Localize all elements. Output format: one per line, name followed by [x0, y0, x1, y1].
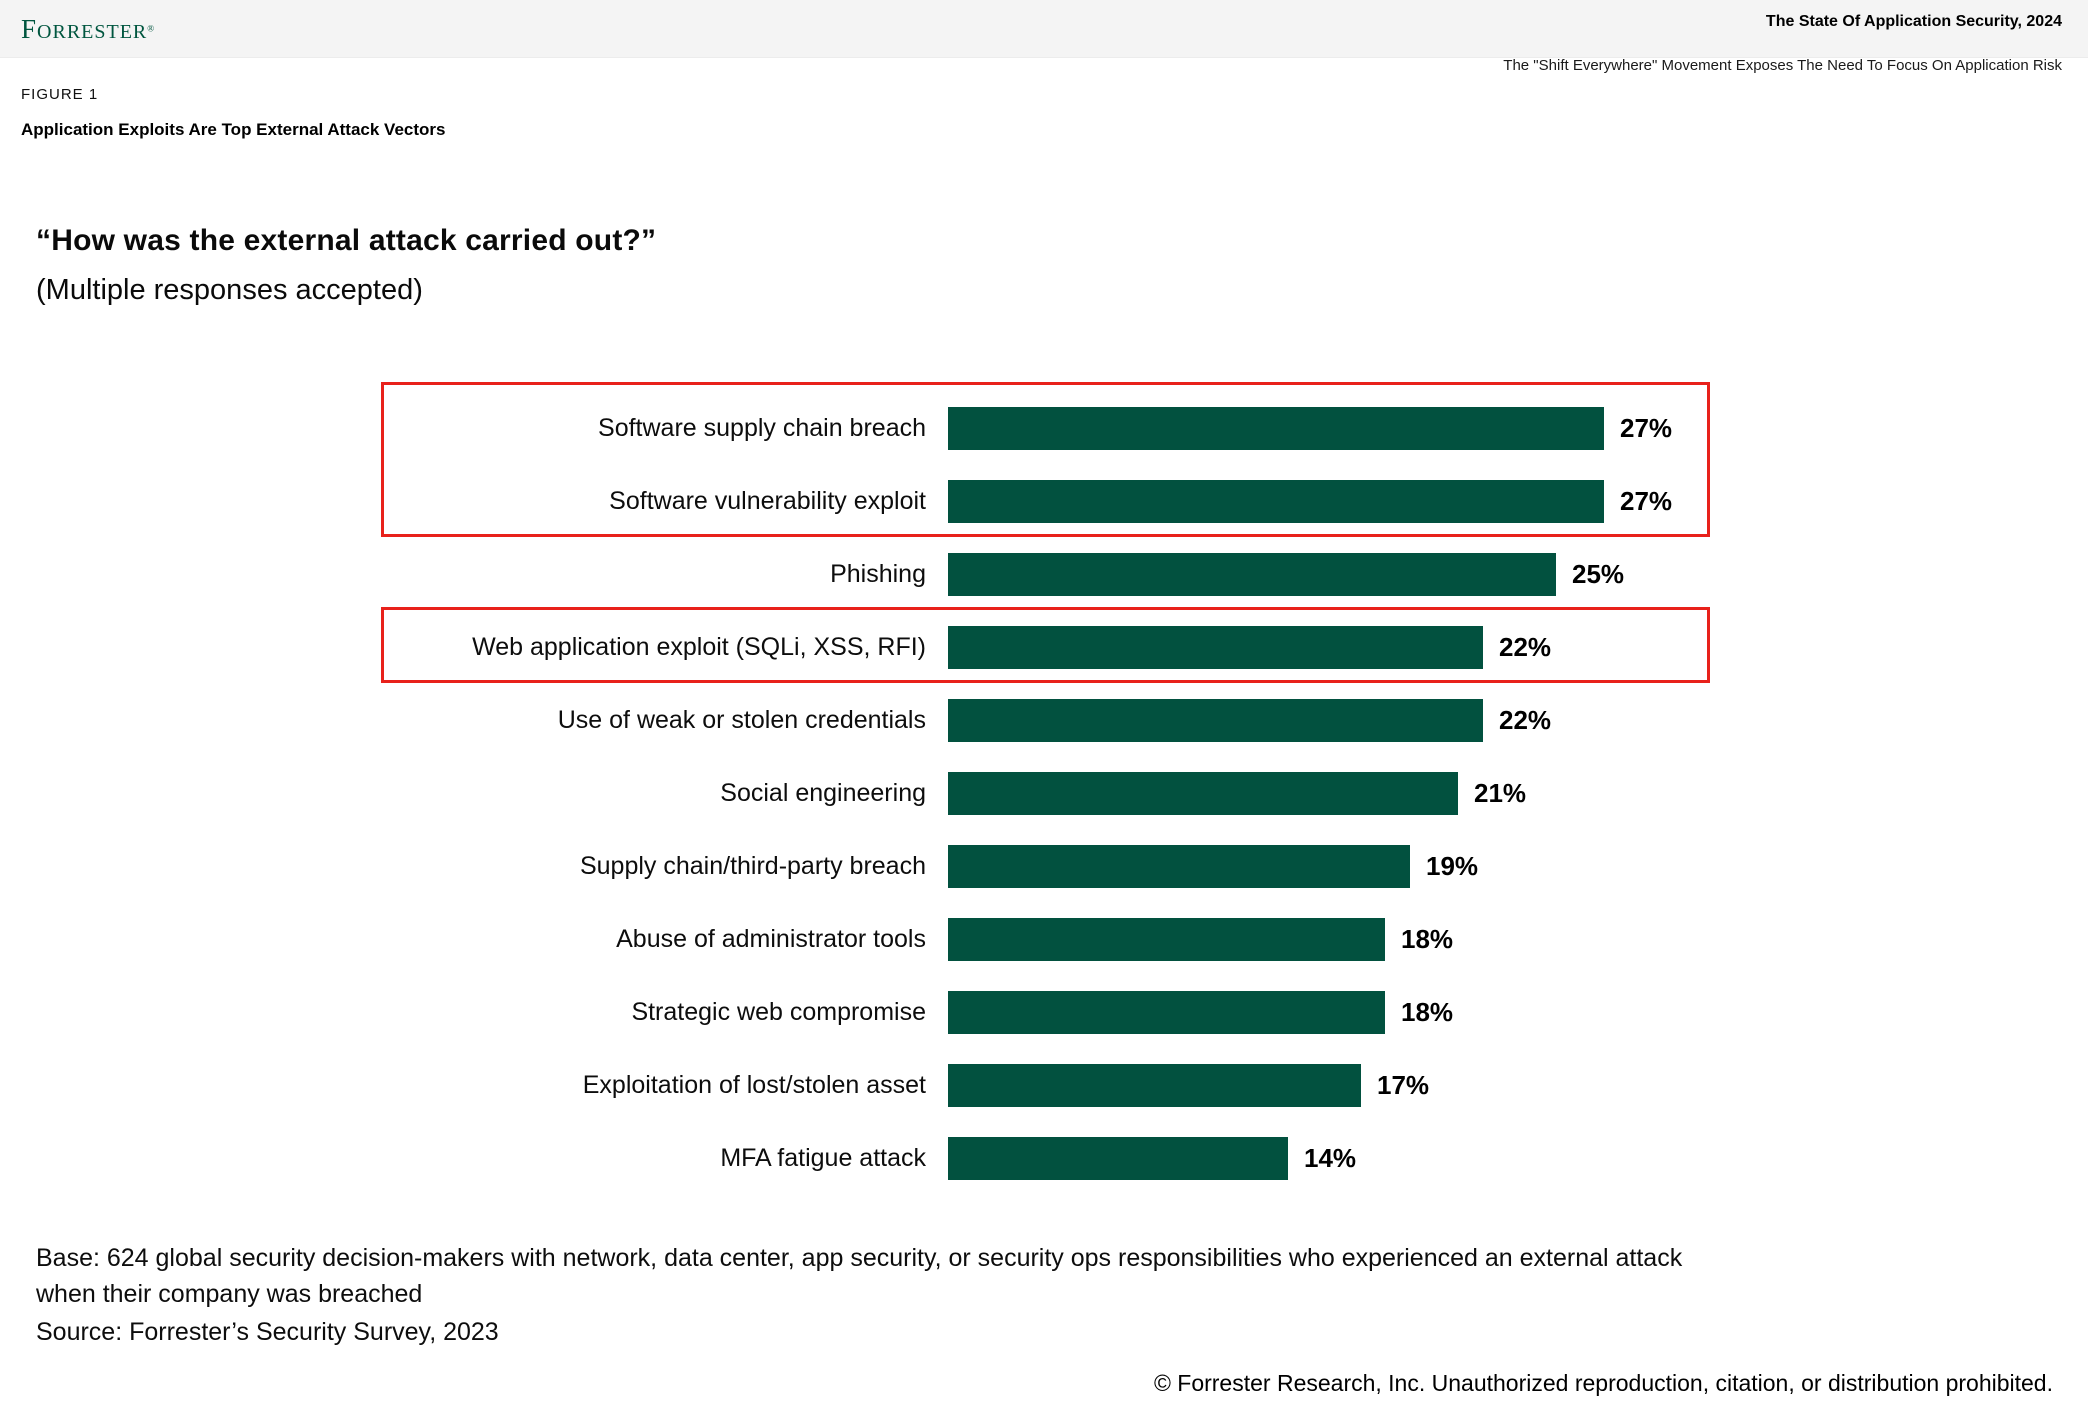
registered-mark: ® [147, 23, 156, 34]
value-label: 25% [1572, 559, 1625, 589]
category-label: MFA fatigue attack [720, 1144, 926, 1172]
bar-rows: Software supply chain breach 27% Software … [0, 392, 2088, 1195]
survey-question-note: (Multiple responses accepted) [36, 274, 423, 306]
survey-question: “How was the external attack carried out… [36, 224, 657, 257]
value-label: 22% [1499, 705, 1552, 735]
base-note-line2: when their company was breached [36, 1280, 423, 1308]
report-title: The State Of Application Security, 2024 [1765, 13, 2062, 30]
logo-text-rest: ORRESTER [37, 21, 148, 43]
bar [948, 407, 1604, 450]
bar [948, 480, 1604, 523]
bar [948, 1064, 1361, 1107]
report-subtitle: The "Shift Everywhere" Movement Exposes … [1503, 57, 2062, 74]
value-label: 22% [1499, 632, 1552, 662]
bar-row: Software vulnerability exploit 27% [0, 465, 2088, 538]
bar-row: Phishing 25% [0, 538, 2088, 611]
category-label: Supply chain/third-party breach [579, 852, 926, 880]
bar [948, 553, 1556, 596]
category-label: Social engineering [720, 779, 926, 807]
logo-text: F [21, 14, 38, 44]
header-band [0, 0, 2088, 58]
value-label: 14% [1304, 1143, 1357, 1173]
category-label: Web application exploit (SQLi, XSS, RFI) [472, 633, 926, 661]
value-label: 18% [1401, 997, 1454, 1027]
bar [948, 845, 1410, 888]
category-label: Strategic web compromise [631, 998, 926, 1026]
bar-row: Web application exploit (SQLi, XSS, RFI)… [0, 611, 2088, 684]
category-label: Exploitation of lost/stolen asset [582, 1071, 926, 1099]
bar-row: Software supply chain breach 27% [0, 392, 2088, 465]
copyright-notice: © Forrester Research, Inc. Unauthorized … [1153, 1370, 2053, 1396]
category-label: Abuse of administrator tools [616, 925, 926, 953]
base-note: Base: 624 global security decision-maker… [36, 1240, 1682, 1312]
value-label: 18% [1401, 924, 1454, 954]
bar [948, 699, 1483, 742]
bar-chart: Software supply chain breach 27% Software … [0, 392, 2088, 1195]
bar [948, 626, 1483, 669]
category-label: Software vulnerability exploit [609, 487, 926, 515]
figure-caption: Application Exploits Are Top External At… [21, 120, 446, 139]
category-label: Use of weak or stolen credentials [557, 706, 926, 734]
value-label: 19% [1426, 851, 1479, 881]
highlight-box-top-vectors [381, 382, 1710, 537]
value-label: 27% [1620, 413, 1673, 443]
highlight-box-web-app-exploit [381, 607, 1710, 683]
bar-row: Strategic web compromise 18% [0, 976, 2088, 1049]
category-label: Software supply chain breach [598, 414, 926, 442]
bar [948, 991, 1385, 1034]
bar [948, 918, 1385, 961]
figure-number: FIGURE 1 [21, 86, 99, 103]
bar [948, 1137, 1288, 1180]
value-label: 21% [1474, 778, 1527, 808]
bar-row: Supply chain/third-party breach 19% [0, 830, 2088, 903]
bar-row: Social engineering 21% [0, 757, 2088, 830]
bar-row: MFA fatigue attack 14% [0, 1122, 2088, 1195]
value-label: 27% [1620, 486, 1673, 516]
bar-row: Abuse of administrator tools 18% [0, 903, 2088, 976]
bar [948, 772, 1458, 815]
source-note: Source: Forrester’s Security Survey, 202… [36, 1318, 499, 1346]
forrester-logo: FORRESTER® [21, 16, 155, 44]
bar-row: Exploitation of lost/stolen asset 17% [0, 1049, 2088, 1122]
bar-row: Use of weak or stolen credentials 22% [0, 684, 2088, 757]
base-note-line1: Base: 624 global security decision-maker… [36, 1244, 1683, 1272]
category-label: Phishing [830, 560, 926, 588]
value-label: 17% [1377, 1070, 1430, 1100]
